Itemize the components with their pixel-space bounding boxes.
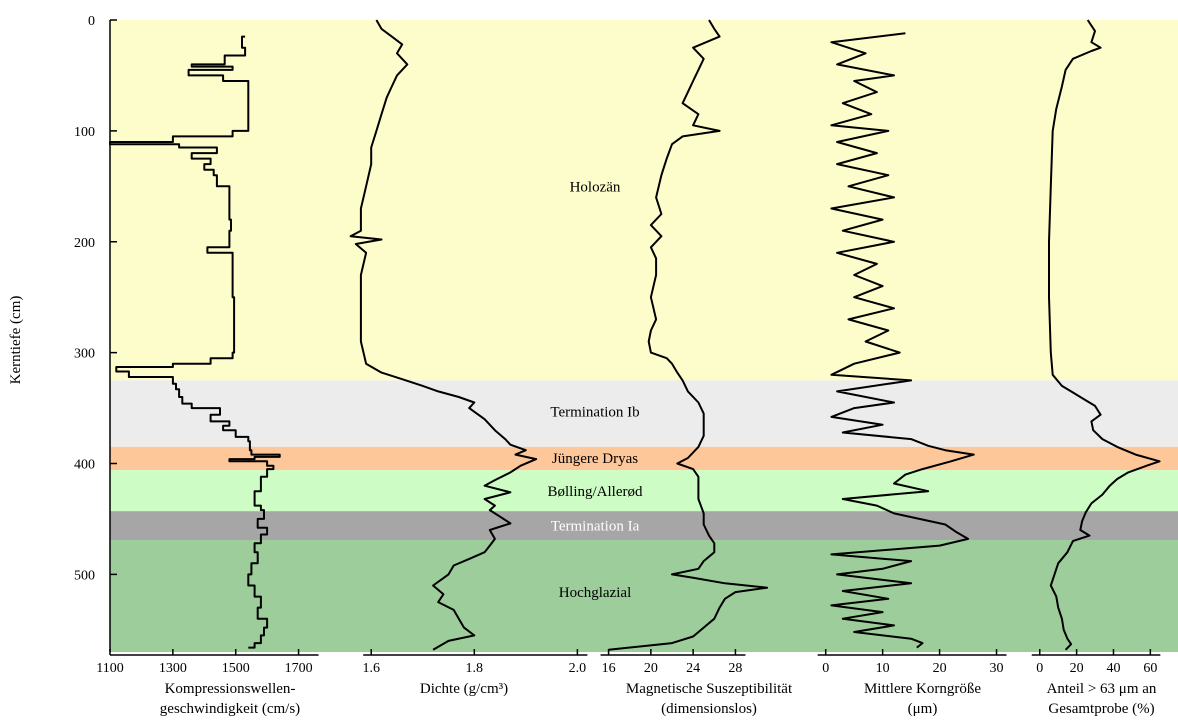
zone-band — [110, 380, 1178, 447]
zone-label: Holozän — [570, 179, 621, 195]
x-tick-label: 10 — [876, 661, 890, 676]
zone-band — [110, 20, 1178, 381]
x-tick-label: 60 — [1143, 661, 1157, 676]
x-tick-label: 2.0 — [569, 661, 587, 676]
panel-title: Gesamtprobe (%) — [1048, 701, 1154, 717]
zone-label: Termination Ib — [550, 404, 639, 420]
x-tick-label: 28 — [728, 661, 742, 676]
x-tick-label: 1500 — [222, 661, 250, 676]
y-tick-label: 200 — [74, 236, 95, 251]
zone-band — [110, 470, 1178, 512]
x-tick-label: 24 — [686, 661, 700, 676]
data-curves — [109, 19, 1161, 651]
zone-label: Jüngere Dryas — [552, 451, 638, 467]
panel-title: geschwindigkeit (cm/s) — [160, 701, 300, 717]
panel-title: Anteil > 63 μm an — [1047, 681, 1157, 697]
panel-title: Kompressionswellen- — [165, 681, 296, 697]
x-tick-label: 0 — [1036, 661, 1043, 676]
x-tick-label: 40 — [1106, 661, 1120, 676]
x-tick-label: 1300 — [159, 661, 187, 676]
y-tick-label: 500 — [74, 568, 95, 583]
zone-label: Bølling/Allerød — [548, 484, 643, 500]
x-tick-label: 20 — [644, 661, 658, 676]
y-tick-label: 300 — [74, 347, 95, 362]
series-line-korngroesse — [830, 32, 975, 649]
y-tick-label: 400 — [74, 458, 95, 473]
zone-label: Termination Ia — [551, 519, 640, 535]
y-tick-label: 0 — [88, 14, 95, 29]
series-line-suszeptibilitaet — [608, 19, 769, 651]
x-tick-label: 20 — [933, 661, 947, 676]
panel-title: (dimensionslos) — [661, 701, 757, 717]
x-tick-label: 1700 — [285, 661, 313, 676]
zone-bands — [110, 20, 1178, 652]
panel-title: Magnetische Suszeptibilität — [626, 681, 793, 697]
x-tick-label: 20 — [1070, 661, 1084, 676]
zone-label: Hochglazial — [559, 585, 631, 601]
y-axis-label: Kerntiefe (cm) — [8, 296, 24, 385]
x-tick-label: 30 — [990, 661, 1004, 676]
y-tick-label: 100 — [74, 125, 95, 140]
x-tick-label: 1100 — [96, 661, 123, 676]
zone-band — [110, 446, 1178, 471]
x-tick-label: 1.8 — [466, 661, 484, 676]
panel-title: Mittlere Korngröße — [864, 681, 981, 697]
panel-axes: 1100 1300 1500 1700 Kompressionswellen-gesch… — [96, 649, 1161, 717]
panel-title: Dichte (g/cm³) — [420, 681, 508, 697]
zone-labels: Holozän Termination Ib Jüngere Dryas Bøllin… — [548, 179, 643, 601]
x-tick-label: 1.6 — [362, 661, 380, 676]
zone-band — [110, 540, 1178, 652]
x-tick-label: 0 — [822, 661, 829, 676]
depth-axis: 0 100 200 300 400 500 Kerntiefe (cm) — [8, 14, 117, 652]
series-line-dichte — [349, 19, 538, 651]
x-tick-label: 16 — [602, 661, 616, 676]
series-line-anteil — [1048, 19, 1161, 651]
zone-band — [110, 511, 1178, 541]
panel-subtitle: (μm) — [908, 701, 938, 717]
